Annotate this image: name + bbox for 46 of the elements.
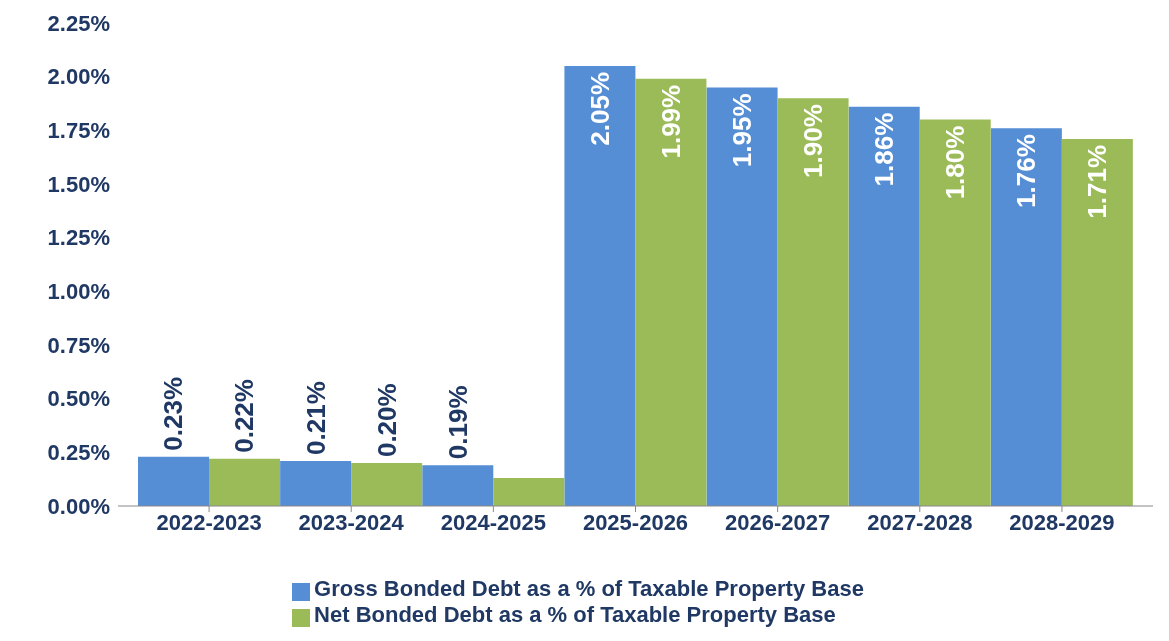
data-label: 0.22% xyxy=(229,379,260,453)
legend-label: Gross Bonded Debt as a % of Taxable Property Base xyxy=(314,576,864,601)
bar xyxy=(990,128,1062,506)
bar xyxy=(209,458,280,506)
bar xyxy=(564,65,636,506)
x-tick-label: 2026-2027 xyxy=(725,509,831,535)
y-tick-label: 0.50% xyxy=(47,386,110,412)
legend-label: Net Bonded Debt as a % of Taxable Property Base xyxy=(314,602,836,627)
x-tick-label: 2023-2024 xyxy=(298,509,405,535)
x-tick-label: 2024-2025 xyxy=(440,509,546,535)
data-label: 1.95% xyxy=(727,93,758,168)
data-label: 0.21% xyxy=(300,381,331,455)
y-tick-label: 1.00% xyxy=(47,279,110,305)
bar xyxy=(1061,138,1133,506)
y-tick-label: 2.00% xyxy=(47,64,110,90)
x-tick-label: 2028-2029 xyxy=(1009,509,1115,535)
data-label: 1.90% xyxy=(798,104,829,178)
data-label: 1.71% xyxy=(1082,144,1113,219)
bar xyxy=(635,78,707,506)
bar xyxy=(848,106,920,506)
x-tick-label: 2025-2026 xyxy=(582,509,689,535)
data-label: 0.20% xyxy=(371,383,402,458)
x-tick-label: 2027-2028 xyxy=(867,509,973,535)
y-tick-label: 1.25% xyxy=(47,225,110,251)
data-label: 2.05% xyxy=(584,71,615,146)
x-tick-label: 2022-2023 xyxy=(156,509,262,535)
bar xyxy=(706,87,778,506)
bar xyxy=(138,456,209,506)
bar xyxy=(351,463,423,506)
bar xyxy=(919,119,991,506)
y-tick-label: 1.50% xyxy=(47,171,110,197)
data-label: 1.99% xyxy=(655,84,686,159)
y-tick-label: 2.25% xyxy=(47,10,110,36)
data-label: 0.23% xyxy=(158,376,189,451)
bar xyxy=(280,460,352,506)
y-tick-label: 1.75% xyxy=(47,118,110,144)
bar xyxy=(422,465,494,506)
data-label: 0.19% xyxy=(442,385,473,460)
bar xyxy=(493,478,565,506)
y-tick-label: 0.25% xyxy=(47,440,110,466)
y-tick-label: 0.75% xyxy=(47,332,110,358)
data-label: 1.86% xyxy=(869,112,900,187)
data-label: 1.76% xyxy=(1011,134,1042,208)
data-label: 1.80% xyxy=(940,125,971,200)
bar xyxy=(777,98,849,506)
y-tick-label: 0.00% xyxy=(47,493,110,519)
